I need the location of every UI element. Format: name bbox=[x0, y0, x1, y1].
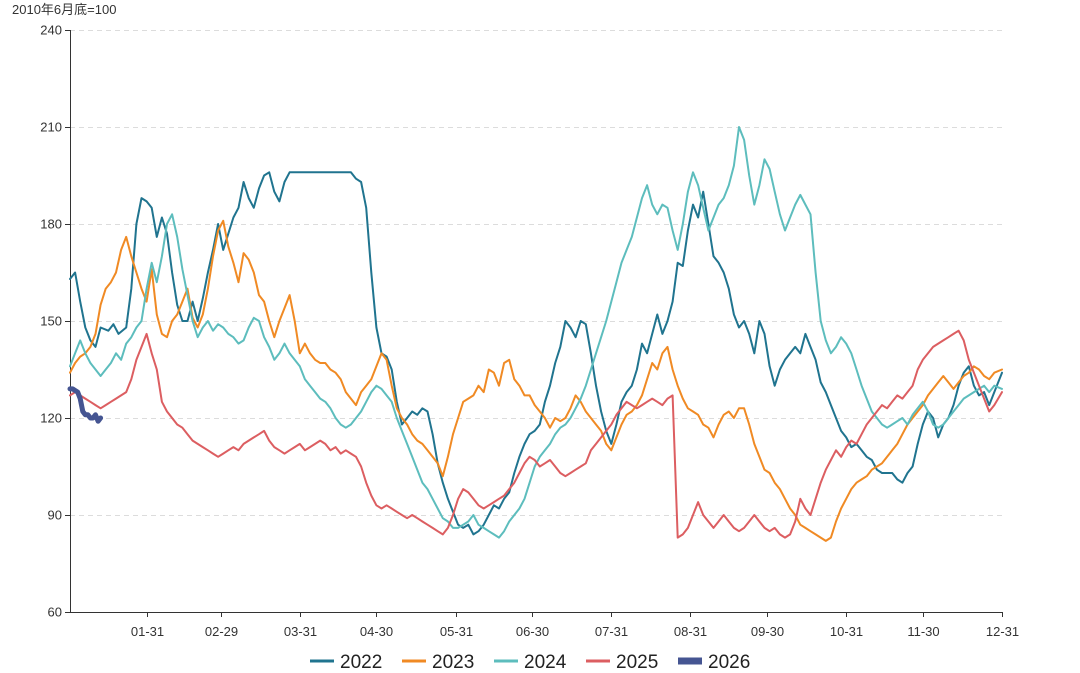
x-tick-label: 03-31 bbox=[284, 624, 317, 639]
x-tick-label: 05-31 bbox=[440, 624, 473, 639]
x-tick-label: 10-31 bbox=[830, 624, 863, 639]
y-axis-unit-label: 2010年6月底=100 bbox=[12, 2, 116, 17]
x-tick-label: 09-30 bbox=[751, 624, 784, 639]
series-line-2023 bbox=[69, 219, 1003, 542]
series-line-2024 bbox=[69, 126, 1003, 539]
x-tick-label: 01-31 bbox=[131, 624, 164, 639]
y-tick-label: 150 bbox=[40, 314, 62, 329]
y-tick-label: 60 bbox=[48, 605, 62, 620]
legend-label-2024: 2024 bbox=[524, 652, 567, 673]
legend-item-2025[interactable]: 2025 bbox=[586, 652, 658, 673]
legend-item-2023[interactable]: 2023 bbox=[402, 652, 474, 673]
x-tick-label: 08-31 bbox=[674, 624, 707, 639]
gridlines bbox=[70, 30, 1002, 516]
series-line-2025 bbox=[69, 329, 1003, 539]
legend-item-2022[interactable]: 2022 bbox=[310, 652, 382, 673]
legend-item-2024[interactable]: 2024 bbox=[494, 652, 567, 673]
y-tick-label: 240 bbox=[40, 23, 62, 38]
legend[interactable]: 2022 2023 2024 2025 2026 bbox=[310, 652, 750, 673]
x-tick-label: 06-30 bbox=[516, 624, 549, 639]
legend-label-2023: 2023 bbox=[432, 652, 474, 673]
x-tick-label: 12-31 bbox=[986, 624, 1019, 639]
y-axis-ticks: 60 90 120 150 180 210 240 bbox=[40, 23, 70, 620]
x-tick-label: 04-30 bbox=[360, 624, 393, 639]
y-tick-label: 120 bbox=[40, 411, 62, 426]
series-lines bbox=[67, 126, 1003, 542]
series-line-2022 bbox=[69, 171, 1003, 536]
legend-label-2026: 2026 bbox=[708, 652, 750, 673]
x-tick-label: 11-30 bbox=[907, 624, 939, 639]
series-line-2026 bbox=[67, 386, 104, 424]
y-tick-label: 180 bbox=[40, 217, 62, 232]
x-axis-ticks: 01-31 02-29 03-31 04-30 05-31 06-30 07-31 08-31… bbox=[131, 612, 1019, 639]
x-tick-label: 02-29 bbox=[205, 624, 238, 639]
x-tick-label: 07-31 bbox=[595, 624, 628, 639]
y-tick-label: 210 bbox=[40, 120, 62, 135]
legend-label-2022: 2022 bbox=[340, 652, 382, 673]
legend-item-2026[interactable]: 2026 bbox=[678, 652, 750, 673]
y-tick-label: 90 bbox=[48, 508, 62, 523]
legend-label-2025: 2025 bbox=[616, 652, 658, 673]
